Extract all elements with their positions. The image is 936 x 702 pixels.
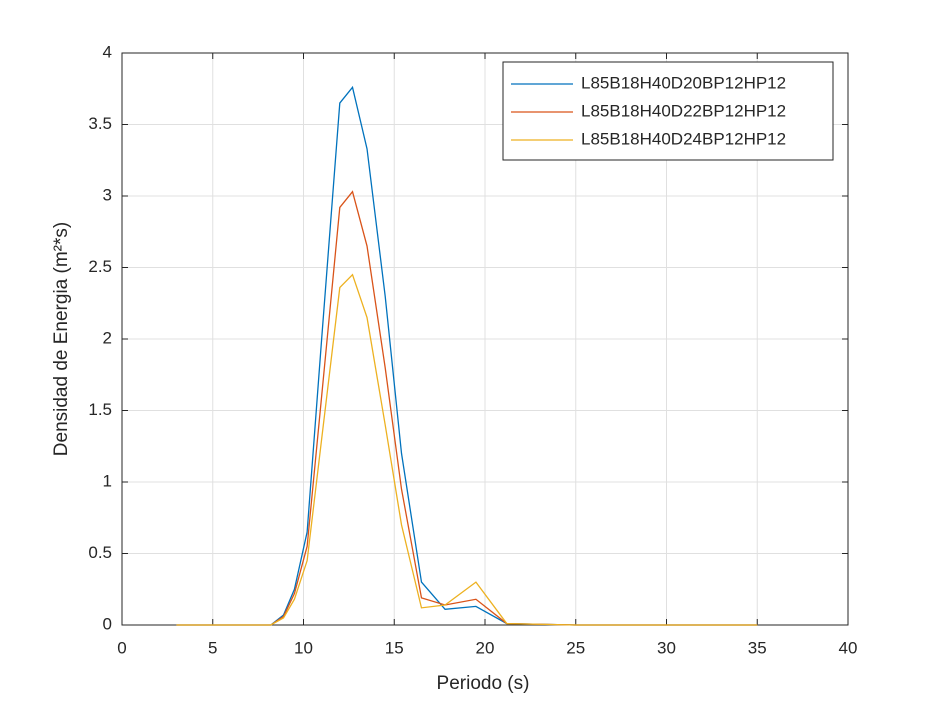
y-tick-label: 4: [103, 42, 112, 61]
line-series: [176, 273, 758, 626]
y-tick-label: 0: [103, 614, 112, 633]
x-tick-label: 5: [208, 638, 217, 657]
x-tick-label: 20: [476, 638, 495, 657]
plot-frame: [121, 52, 849, 626]
x-tick-label: 0: [117, 638, 126, 657]
x-axis-label: Periodo (s): [437, 673, 530, 694]
x-tick-label: 15: [385, 638, 404, 657]
x-tick-label: 40: [839, 638, 858, 657]
legend-label: L85B18H40D22BP12HP12: [581, 101, 786, 120]
legend-box: [502, 61, 834, 161]
x-tick-label: 30: [657, 638, 676, 657]
y-tick-label: 0.5: [88, 543, 112, 562]
y-tick-label: 3.5: [88, 114, 112, 133]
y-tick-label: 2.5: [88, 257, 112, 276]
y-tick-label: 3: [103, 185, 112, 204]
x-tick-label: 10: [294, 638, 313, 657]
legend-label: L85B18H40D20BP12HP12: [581, 73, 786, 92]
x-tick-label: 25: [566, 638, 585, 657]
x-tick-label: 35: [748, 638, 767, 657]
y-tick-label: 1: [103, 471, 112, 490]
y-tick-label: 2: [103, 328, 112, 347]
y-axis-label: Densidad de Energia (m²*s): [51, 222, 72, 456]
y-tick-label: 1.5: [88, 400, 112, 419]
legend-label: L85B18H40D24BP12HP12: [581, 129, 786, 148]
